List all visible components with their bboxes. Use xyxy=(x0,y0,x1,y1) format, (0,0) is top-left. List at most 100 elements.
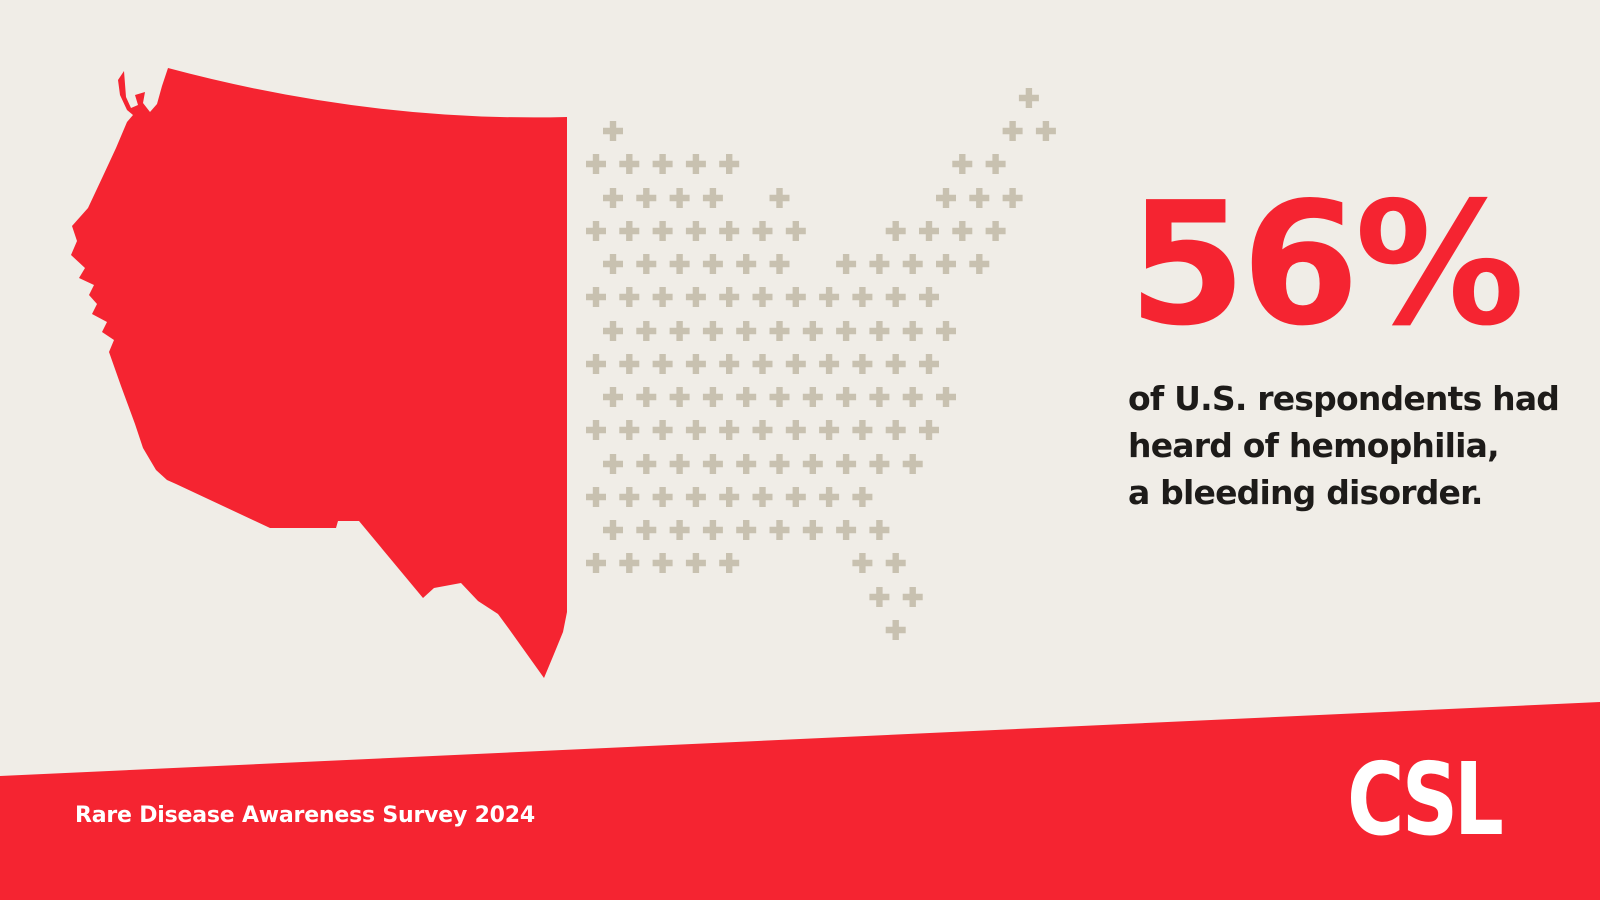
cross-mark xyxy=(603,188,623,208)
cross-mark xyxy=(669,188,690,208)
cross-mark xyxy=(669,321,690,341)
cross-mark xyxy=(852,487,873,507)
cross-mark xyxy=(769,188,790,208)
headline-block: 56% of U.S. respondents had heard of hem… xyxy=(1128,180,1588,516)
cross-mark xyxy=(702,188,723,208)
cross-mark xyxy=(785,420,806,440)
cross-mark xyxy=(702,520,723,540)
cross-mark xyxy=(869,520,890,540)
cross-mark xyxy=(785,487,806,507)
cross-mark xyxy=(885,287,906,307)
cross-mark xyxy=(619,287,640,307)
cross-mark xyxy=(936,188,956,208)
survey-title: Rare Disease Awareness Survey 2024 xyxy=(75,803,536,828)
cross-mark xyxy=(852,287,873,307)
cross-mark xyxy=(802,520,823,540)
cross-mark xyxy=(619,354,640,374)
cross-mark xyxy=(1002,188,1023,208)
cross-mark xyxy=(819,287,840,307)
cross-mark xyxy=(636,454,657,474)
cross-mark xyxy=(819,487,840,507)
cross-mark xyxy=(885,354,906,374)
cross-mark xyxy=(752,354,773,374)
cross-mark xyxy=(736,321,757,341)
cross-mark xyxy=(719,154,740,174)
cross-mark xyxy=(702,387,723,407)
cross-mark xyxy=(586,221,606,241)
cross-mark xyxy=(952,221,973,241)
cross-mark xyxy=(802,321,823,341)
cross-mark xyxy=(586,354,606,374)
cross-mark xyxy=(1002,121,1023,141)
cross-mark xyxy=(603,520,623,540)
cross-mark xyxy=(719,354,740,374)
cross-mark xyxy=(652,420,673,440)
map-east-crosses xyxy=(586,88,1056,640)
cross-mark xyxy=(736,454,757,474)
cross-mark xyxy=(636,254,657,274)
cross-mark xyxy=(969,254,990,274)
cross-mark xyxy=(636,520,657,540)
cross-mark xyxy=(636,387,657,407)
cross-mark xyxy=(919,221,939,241)
cross-mark xyxy=(652,221,673,241)
cross-mark xyxy=(702,454,723,474)
cross-mark xyxy=(769,387,790,407)
cross-mark xyxy=(652,287,673,307)
cross-mark xyxy=(685,487,706,507)
cross-mark xyxy=(736,254,757,274)
cross-mark xyxy=(836,254,857,274)
cross-mark xyxy=(736,387,757,407)
cross-mark xyxy=(902,387,923,407)
cross-mark xyxy=(802,454,823,474)
cross-mark xyxy=(719,287,740,307)
cross-mark xyxy=(952,154,973,174)
cross-mark xyxy=(719,553,740,573)
cross-mark xyxy=(885,620,906,640)
cross-mark xyxy=(652,354,673,374)
cross-mark xyxy=(769,254,790,274)
cross-mark xyxy=(752,420,773,440)
cross-mark xyxy=(919,420,939,440)
map-west-region xyxy=(71,68,567,678)
cross-mark xyxy=(819,354,840,374)
cross-mark xyxy=(685,221,706,241)
cross-mark xyxy=(869,454,890,474)
cross-mark xyxy=(669,254,690,274)
cross-mark xyxy=(685,553,706,573)
cross-mark xyxy=(902,454,923,474)
cross-mark xyxy=(719,420,740,440)
cross-mark xyxy=(836,454,857,474)
cross-mark xyxy=(902,254,923,274)
cross-mark xyxy=(586,287,606,307)
cross-mark xyxy=(836,520,857,540)
cross-mark xyxy=(785,287,806,307)
cross-mark xyxy=(685,154,706,174)
cross-mark xyxy=(885,221,906,241)
cross-mark xyxy=(869,321,890,341)
cross-mark xyxy=(619,553,640,573)
cross-mark xyxy=(1018,88,1039,108)
cross-mark xyxy=(852,420,873,440)
cross-mark xyxy=(586,553,606,573)
cross-mark xyxy=(619,154,640,174)
csl-logo: CSL xyxy=(1347,741,1504,858)
cross-mark xyxy=(652,553,673,573)
cross-mark xyxy=(819,420,840,440)
cross-mark xyxy=(586,420,606,440)
cross-mark xyxy=(836,387,857,407)
cross-mark xyxy=(669,520,690,540)
cross-mark xyxy=(719,221,740,241)
cross-mark xyxy=(869,587,890,607)
cross-mark xyxy=(936,387,956,407)
cross-mark xyxy=(702,321,723,341)
cross-mark xyxy=(685,287,706,307)
cross-mark xyxy=(752,221,773,241)
cross-mark xyxy=(603,321,623,341)
cross-mark xyxy=(769,520,790,540)
cross-mark xyxy=(719,487,740,507)
cross-mark xyxy=(852,553,873,573)
cross-mark xyxy=(652,487,673,507)
